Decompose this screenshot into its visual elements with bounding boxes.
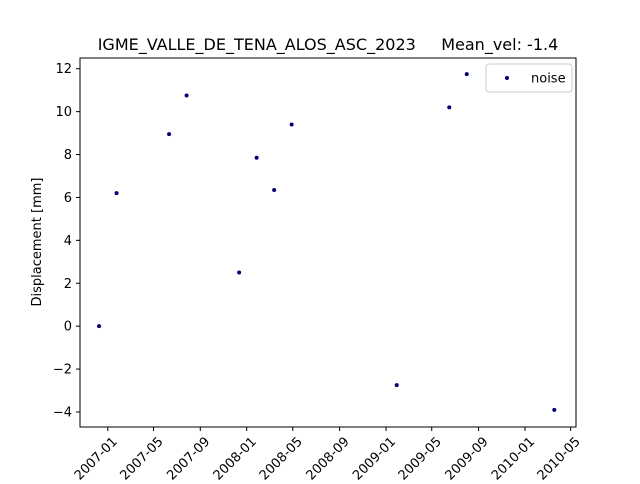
legend-label-noise: noise [531,72,566,87]
x-tick-label: 2008-01 [211,434,260,480]
x-tick-label: 2007-01 [72,434,121,480]
data-point [394,383,399,388]
x-tick-label: 2010-05 [535,434,584,480]
data-point [552,407,557,412]
data-point [464,72,469,77]
x-tick-label: 2007-05 [117,434,166,480]
y-tick-label: 0 [64,320,72,335]
data-point [184,93,189,98]
y-tick-label: 4 [64,234,72,249]
x-tick-label: 2010-01 [489,434,538,480]
legend-marker-noise [505,76,509,80]
x-tick-label: 2007-09 [164,434,213,480]
y-tick-label: 6 [64,191,72,206]
y-tick-label: 8 [64,148,72,163]
x-tick-label: 2008-05 [257,434,306,480]
data-points [97,72,557,412]
chart-title: IGME_VALLE_DE_TENA_ALOS_ASC_2023 Mean_ve… [98,35,559,55]
legend-box [485,63,573,93]
y-tick-label: 10 [55,105,72,120]
y-tick-label: 2 [64,277,72,292]
data-point [237,270,242,275]
data-point [272,187,277,192]
plot-frame [79,57,577,428]
y-tick-label: 12 [55,62,72,77]
data-point [254,155,259,160]
data-point [447,105,452,110]
legend: noise [485,63,573,93]
y-tick-label: −2 [53,363,72,378]
x-axis: 2007-012007-052007-092008-012008-052008-… [72,427,584,483]
y-axis-label: Displacement [mm] [30,178,45,307]
y-axis: −4 −2 0 2 4 6 8 10 12 [53,62,80,420]
data-point [114,191,119,196]
plot-area [79,57,577,428]
x-tick-label: 2009-05 [396,434,445,480]
y-tick-label: −4 [53,405,72,420]
data-point [167,132,172,137]
x-tick-label: 2009-09 [443,434,492,480]
data-point [97,324,102,329]
data-point [289,122,294,127]
x-tick-label: 2009-01 [350,434,399,480]
x-tick-label: 2008-09 [304,434,353,480]
